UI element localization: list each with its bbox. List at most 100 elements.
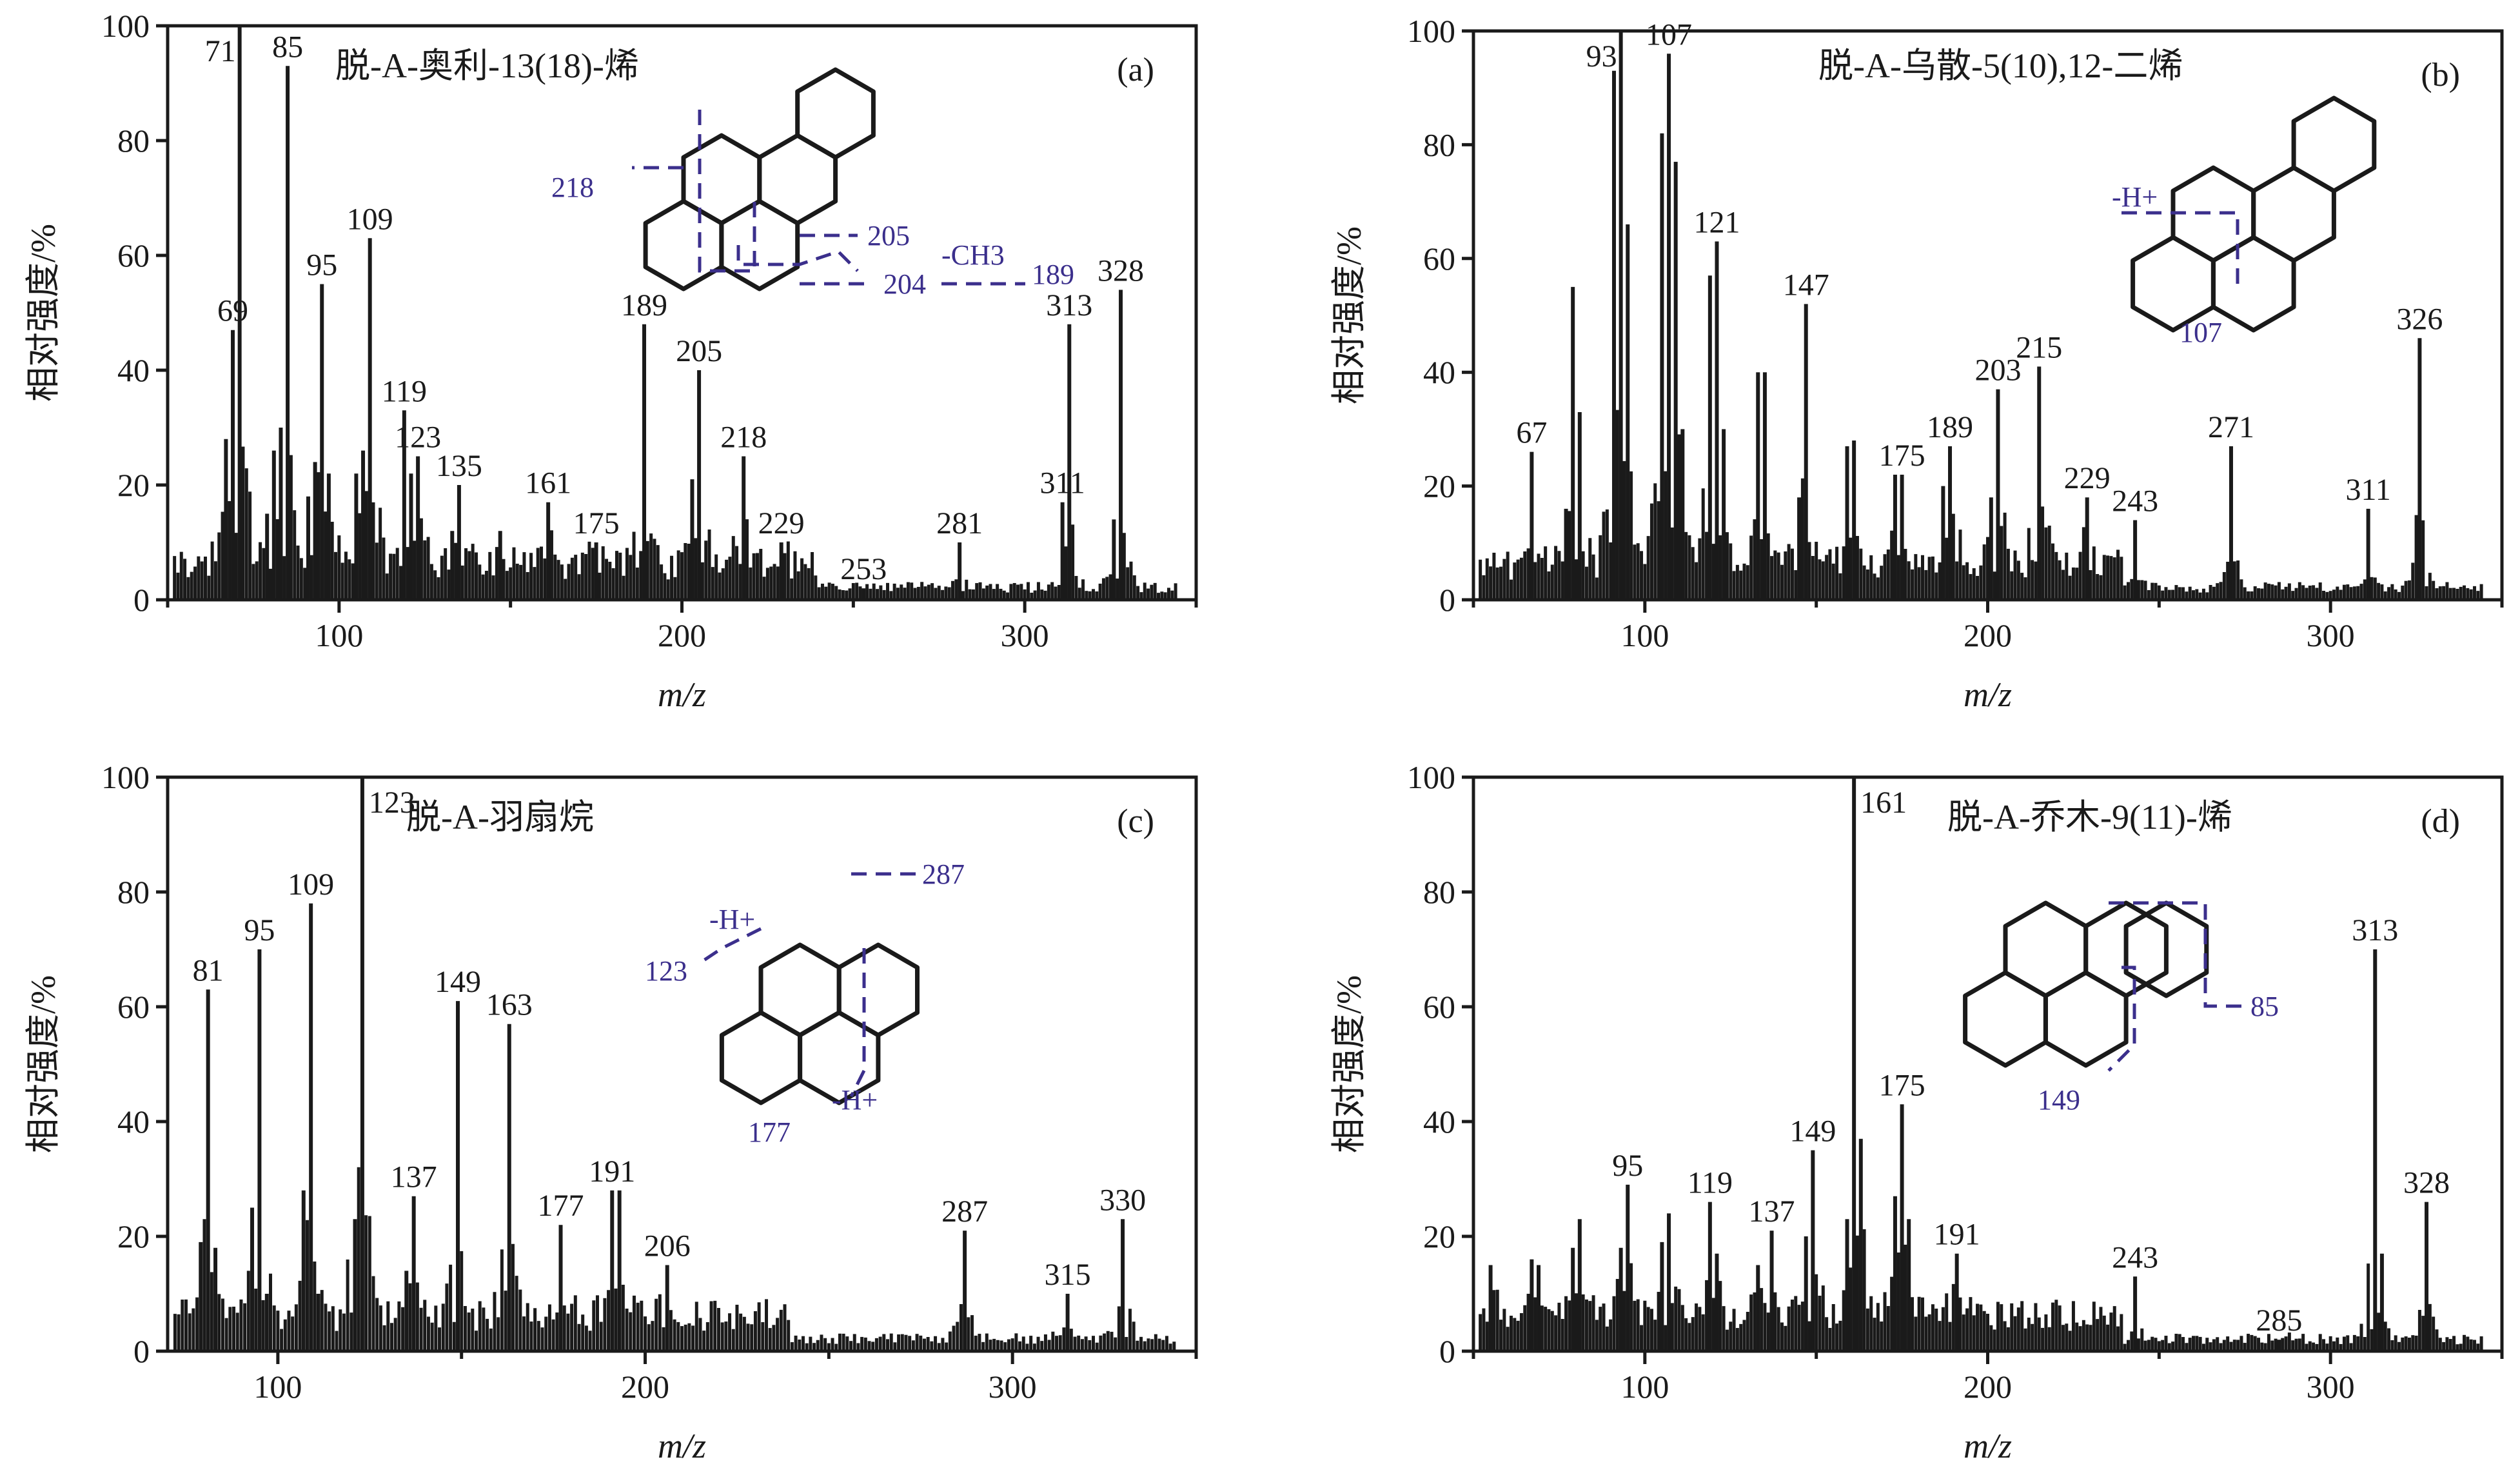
peak-label-191: 191 (589, 1154, 635, 1189)
y-tick-label: 0 (1439, 1333, 1455, 1369)
panel-d: 95 119 137 149 161 175 191 243 285 313 328 0 20 40 60 8… (1330, 759, 2504, 1465)
panel-title: 脱-A-羽扇烷 (406, 798, 594, 836)
peak-label-271: 271 (2208, 410, 2254, 444)
peak-label-149: 149 (435, 965, 481, 999)
noise-peaks (1479, 1229, 2483, 1351)
peak-label-69: 69 (217, 294, 248, 328)
x-tick-label: 200 (1964, 617, 2012, 653)
peak-label-161: 161 (1860, 786, 1907, 820)
fragment-label-123: 123 (645, 955, 687, 987)
y-tick-label: 20 (1423, 1218, 1455, 1254)
peak-label-163: 163 (486, 988, 533, 1022)
x-tick-label: 300 (2307, 617, 2355, 653)
x-tick-label: 100 (253, 1369, 302, 1405)
peak-label-191: 191 (1934, 1218, 1980, 1252)
y-tick-label: 40 (1423, 1104, 1455, 1140)
peak-label-189: 189 (1927, 410, 1973, 444)
x-axis-title: m/z (658, 675, 706, 714)
peak-label-311: 311 (1040, 466, 1085, 500)
fragment-label-189: 189 (1032, 259, 1074, 290)
y-tick-label: 40 (1423, 354, 1455, 390)
fragment-label-287: 287 (922, 858, 965, 890)
panel-title: 脱-A-乌散-5(10),12-二烯 (1818, 46, 2183, 85)
x-tick-label: 100 (1620, 1369, 1669, 1405)
peak-label-95: 95 (244, 913, 275, 947)
peak-label-85: 85 (272, 30, 303, 64)
panel-title: 脱-A-奥利-13(18)-烯 (335, 46, 639, 85)
fragment-label-149: 149 (2038, 1084, 2080, 1116)
y-tick-label: 20 (1423, 468, 1455, 504)
peak-label-229: 229 (2064, 461, 2111, 495)
y-tick-label: 100 (101, 759, 150, 795)
y-tick-label: 100 (1407, 759, 1455, 795)
peak-label-326: 326 (2396, 302, 2443, 336)
peak-label-123: 123 (395, 421, 441, 455)
x-axis-title: m/z (1964, 675, 2012, 714)
peak-label-203: 203 (1974, 353, 2021, 388)
y-axis-title: 相对强度/% (1330, 226, 1368, 404)
panel-tag: (b) (2421, 57, 2460, 94)
peak-label-189: 189 (621, 288, 667, 322)
peak-label-67: 67 (1516, 416, 1547, 450)
peak-label-175: 175 (1879, 1068, 1925, 1102)
panel-tag: (c) (1117, 803, 1154, 840)
peak-label-175: 175 (1879, 439, 1925, 473)
structure-d: 85 149 (1963, 900, 2279, 1116)
peak-label-161: 161 (525, 466, 571, 500)
peak-label-71: 71 (205, 34, 236, 68)
y-tick-label: 60 (1423, 989, 1455, 1025)
structure-b: -H+ 107 (2112, 95, 2377, 348)
plot-frame (166, 775, 1198, 1353)
peak-label-313: 313 (1046, 288, 1092, 322)
peak-label-311: 311 (2346, 473, 2391, 507)
peak-label-137: 137 (1749, 1194, 1795, 1229)
y-tick-label: 100 (101, 8, 150, 44)
peak-label-206: 206 (644, 1229, 691, 1263)
peak-label-95: 95 (1612, 1149, 1643, 1183)
y-tick-label: 80 (1423, 874, 1455, 910)
y-axis-title: 相对强度/% (24, 224, 63, 402)
y-tick-label: 60 (117, 989, 150, 1025)
peak-label-81: 81 (193, 953, 224, 987)
fragment-label-h-2: -H+ (832, 1084, 878, 1116)
x-tick-label: 300 (989, 1369, 1037, 1405)
peak-label-253: 253 (840, 552, 887, 586)
noise-peaks (1479, 410, 2483, 600)
x-tick-label: 200 (621, 1369, 669, 1405)
peak-label-287: 287 (941, 1194, 988, 1229)
structure-c: 287 -H+ 123 -H+ 177 (645, 858, 965, 1148)
y-tick-label: 60 (117, 237, 150, 273)
y-tick-label: 80 (117, 123, 150, 159)
fragment-label-h: -H+ (2112, 181, 2158, 213)
panel-tag: (a) (1117, 52, 1154, 88)
peak-label-121: 121 (1693, 205, 1740, 239)
peak-label-109: 109 (347, 202, 393, 236)
peak-label-109: 109 (288, 867, 334, 902)
peak-label-137: 137 (391, 1160, 437, 1194)
peak-label-243: 243 (2112, 484, 2158, 519)
panel-c: 8195109123137149163177191206287315330020… (24, 759, 1198, 1465)
fragment-label-218: 218 (551, 172, 594, 203)
peak-label-135: 135 (436, 449, 482, 483)
x-axis-title: m/z (1964, 1427, 2012, 1465)
y-tick-label: 40 (117, 1104, 150, 1140)
y-tick-label: 20 (117, 1218, 150, 1254)
y-tick-label: 20 (117, 467, 150, 503)
peak-label-123: 123 (369, 786, 415, 820)
fragment-label-204: 204 (883, 268, 926, 300)
peak-label-313: 313 (2352, 913, 2398, 947)
fragment-label-h-1: -H+ (709, 904, 755, 935)
peak-label-119: 119 (1688, 1166, 1733, 1200)
peak-label-205: 205 (676, 334, 722, 368)
peak-label-93: 93 (1586, 39, 1617, 74)
panel-title: 脱-A-乔木-9(11)-烯 (1947, 798, 2232, 836)
y-tick-label: 100 (1407, 13, 1455, 49)
y-tick-label: 40 (117, 352, 150, 388)
peak-label-107: 107 (1646, 17, 1692, 52)
x-tick-label: 100 (1620, 617, 1669, 653)
peak-label-149: 149 (1789, 1114, 1836, 1149)
peak-label-328: 328 (2403, 1166, 2450, 1200)
peak-label-281: 281 (936, 506, 983, 540)
x-tick-label: 300 (1001, 617, 1049, 653)
